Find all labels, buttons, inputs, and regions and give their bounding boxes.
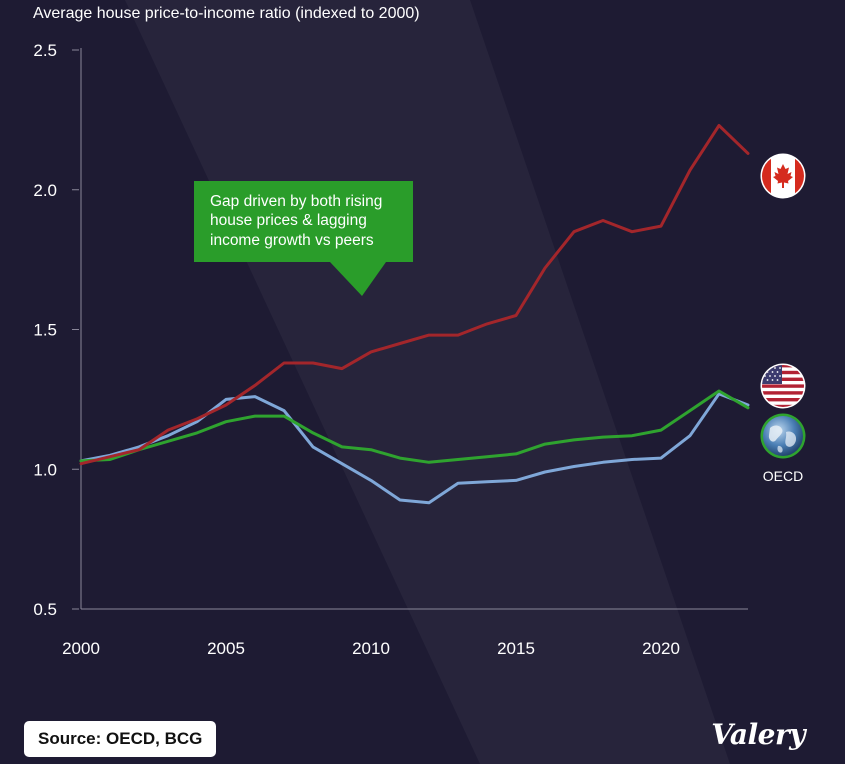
series-layer <box>79 124 750 505</box>
series-line-usa <box>79 392 750 505</box>
chart-title: Average house price-to-income ratio (ind… <box>33 5 420 22</box>
y-tick-label: 0.5 <box>33 600 57 619</box>
annotation-line-1: Gap driven by both rising <box>210 193 382 210</box>
x-axis: 2000 2005 2010 2015 2020 <box>62 608 748 658</box>
x-tick-label: 2020 <box>642 639 680 658</box>
series-line-canada <box>79 124 750 466</box>
brand-logo: Valery <box>711 718 805 751</box>
annotation-line-2: house prices & lagging <box>210 212 367 229</box>
source-badge: Source: OECD, BCG <box>24 721 217 757</box>
x-tick-label: 2000 <box>62 639 100 658</box>
y-tick-label: 1.5 <box>33 321 57 340</box>
x-tick-label: 2005 <box>207 639 245 658</box>
annotation-callout: Gap driven by both rising house prices &… <box>194 181 413 296</box>
y-tick-label: 1.0 <box>33 460 57 479</box>
oecd-label: OECD <box>763 468 803 484</box>
globe-icon <box>760 413 806 459</box>
x-tick-label: 2010 <box>352 639 390 658</box>
annotation-box <box>194 181 413 262</box>
x-tick-label: 2015 <box>497 639 535 658</box>
usa-flag-icon <box>760 363 806 409</box>
y-axis: 0.5 1.0 1.5 2.0 2.5 <box>33 41 82 619</box>
annotation-pointer <box>330 262 386 296</box>
y-tick-label: 2.0 <box>33 181 57 200</box>
series-line-oecd <box>79 389 750 464</box>
canada-flag-icon <box>760 153 806 199</box>
annotation-line-3: income growth vs peers <box>210 232 374 249</box>
y-tick-label: 2.5 <box>33 41 57 60</box>
